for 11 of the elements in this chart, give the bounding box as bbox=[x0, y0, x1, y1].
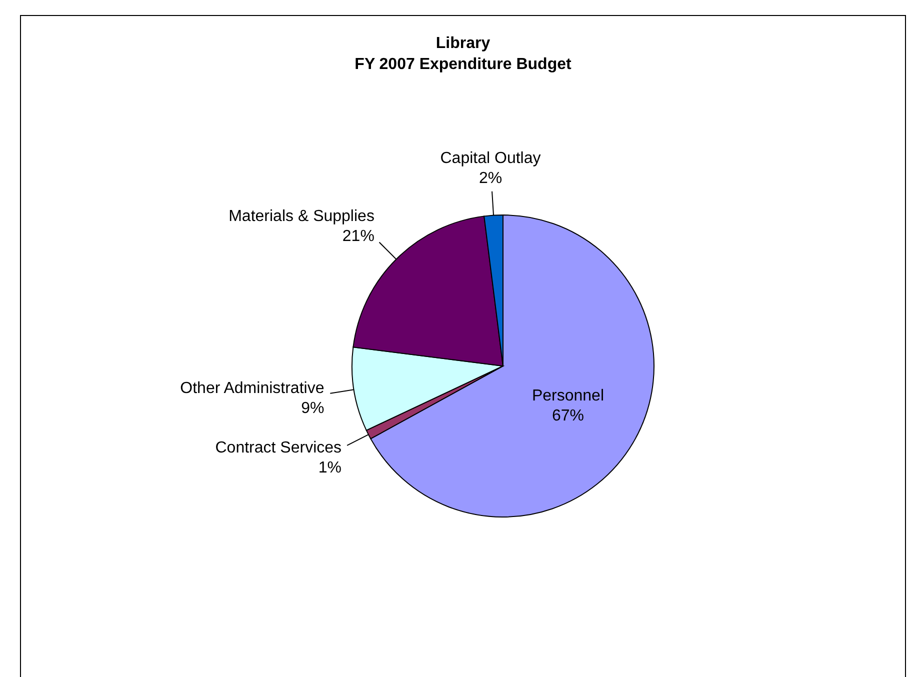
data-label: 9% bbox=[301, 400, 324, 418]
data-label: 2% bbox=[478, 170, 502, 188]
data-label: 1% bbox=[318, 459, 342, 476]
data-label: 67% bbox=[552, 407, 584, 424]
slice-label: Other Administrative bbox=[180, 380, 324, 398]
slice-label: Materials & Supplies bbox=[228, 208, 374, 226]
slice-label: Contract Services bbox=[215, 439, 342, 456]
slice-label: Capital Outlay bbox=[440, 150, 541, 168]
data-label: 21% bbox=[342, 228, 374, 246]
chart-title: Library FY 2007 Expenditure Budget bbox=[354, 35, 572, 73]
slice-label: Personnel bbox=[532, 387, 604, 404]
